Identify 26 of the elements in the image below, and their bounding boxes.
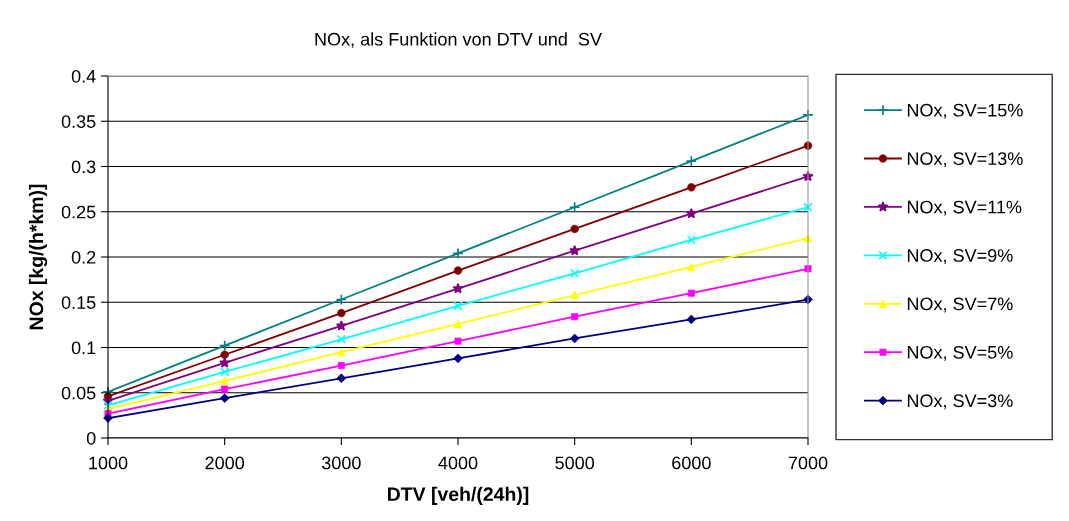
legend-label: NOx, SV=9% [907, 249, 1013, 264]
legend-label: NOx, SV=3% [907, 394, 1013, 410]
y-tick-label: 0.05 [61, 386, 96, 400]
x-tick-label: 1000 [89, 456, 128, 470]
y-tick-label: 0.35 [61, 115, 96, 128]
x-tick-label: 3000 [321, 456, 361, 470]
y-tick-label: 0.15 [61, 296, 96, 309]
legend-label: NOx, SV=15% [907, 103, 1023, 119]
x-tick-label: 2000 [205, 456, 245, 470]
y-tick-label: 0.4 [71, 69, 96, 83]
x-tick-label: 4000 [438, 456, 478, 470]
x-tick-label: 5000 [555, 456, 595, 470]
legend-label: NOx, SV=11% [907, 200, 1022, 216]
y-tick-label: 0 [86, 431, 96, 445]
y-axis-title: NOx [kg/(h*km)] [28, 184, 48, 330]
legend-label: NOx, SV=7% [907, 297, 1013, 313]
x-tick-label: 6000 [672, 456, 711, 470]
y-tick-label: 0.2 [71, 250, 96, 264]
legend-label: NOx, SV=13% [907, 152, 1023, 168]
y-tick-label: 0.25 [61, 205, 96, 219]
x-axis-title: DTV [veh/(24h)] [388, 486, 529, 505]
chart-title: NOx, als Funktion von DTV und SV [315, 32, 602, 48]
x-tick-label: 7000 [788, 456, 828, 470]
legend-label: NOx, SV=5% [907, 345, 1013, 361]
y-tick-label: 0.1 [71, 341, 96, 355]
y-tick-label: 0.3 [71, 160, 96, 174]
